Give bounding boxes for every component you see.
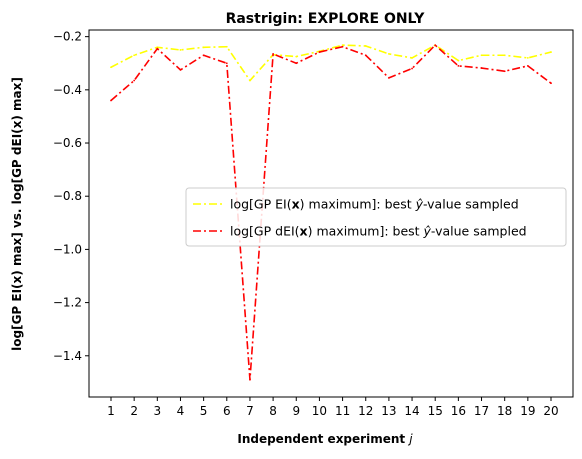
series-2-point: [249, 378, 251, 381]
series-2-point: [364, 54, 367, 57]
x-axis-label: Independent experiment j: [237, 432, 413, 446]
x-tick-label: 15: [428, 404, 443, 418]
legend: log[GP EI(x) maximum]: best ŷ-value samp…: [185, 187, 567, 247]
series-layer: [110, 44, 552, 381]
series-1-point: [202, 46, 205, 49]
series-1-point: [387, 53, 390, 55]
x-tick-label: 16: [451, 404, 466, 418]
series-2-point: [526, 65, 529, 67]
y-axis-label: log[GP EI(x) max] vs. log[GP dEI(x) max]: [10, 77, 24, 351]
y-axis-ticks: −1.4 −1.2 −1.0 −0.8 −0.6 −0.4 −0.2: [53, 30, 89, 363]
series-2-point: [387, 76, 390, 79]
y-tick-label: −1.2: [53, 296, 82, 310]
y-tick-label: −0.6: [53, 136, 82, 150]
series-2-point: [156, 47, 159, 50]
y-tick-label: −0.4: [53, 83, 82, 97]
x-tick-label: 7: [246, 404, 254, 418]
series-2-point: [272, 53, 275, 55]
series-1-point: [411, 57, 413, 59]
series-2-point: [110, 99, 112, 102]
series-2-point: [225, 62, 228, 65]
series-2-point: [434, 44, 437, 47]
series-2-point: [550, 82, 552, 85]
series-1-point: [550, 51, 552, 53]
series-1-point: [457, 59, 460, 62]
series-1-point: [225, 45, 228, 48]
legend-label-1: log[GP EI(x) maximum]: best ŷ-value samp…: [230, 197, 519, 212]
series-1-point: [156, 46, 159, 49]
y-tick-label: −0.2: [53, 30, 82, 44]
series-1-point: [526, 57, 529, 59]
series-1-point: [341, 44, 344, 47]
x-tick-label: 2: [130, 404, 138, 418]
x-tick-label: 4: [177, 404, 185, 418]
x-axis-label-var: j: [407, 432, 413, 446]
x-tick-label: 14: [404, 404, 419, 418]
series-2-point: [457, 65, 460, 67]
y-tick-label: −0.8: [53, 189, 82, 203]
series-2-point: [179, 68, 182, 71]
x-tick-label: 11: [335, 404, 350, 418]
x-tick-label: 1: [107, 404, 115, 418]
x-axis-label-main: Independent experiment: [237, 432, 409, 446]
series-1-point: [364, 45, 367, 47]
series-1-point: [480, 54, 483, 57]
series-2-point: [318, 51, 321, 53]
x-tick-label: 5: [200, 404, 208, 418]
x-tick-label: 17: [474, 404, 489, 418]
series-2-point: [503, 70, 506, 73]
series-1-point: [179, 49, 182, 51]
x-tick-label: 13: [381, 404, 396, 418]
series-2-point: [411, 67, 413, 70]
series-2-point: [341, 45, 344, 48]
x-tick-label: 18: [497, 404, 512, 418]
x-tick-label: 20: [543, 404, 558, 418]
x-tick-label: 3: [153, 404, 161, 418]
series-2-point: [133, 79, 136, 82]
x-tick-label: 9: [292, 404, 300, 418]
series-line-2: [110, 44, 552, 381]
series-1-point: [133, 54, 136, 57]
series-2-point: [295, 62, 298, 65]
series-line-1: [110, 44, 552, 82]
y-tick-label: −1.0: [53, 242, 82, 256]
series-1-point: [249, 79, 251, 82]
series-2-point: [480, 67, 483, 69]
y-tick-label: −1.4: [53, 349, 82, 363]
x-axis-ticks: 1 2 3 4 5 6 7 8 9 10 11 12 13 14 15 16 17 18 19 20: [107, 397, 559, 418]
x-tick-label: 19: [520, 404, 535, 418]
x-tick-label: 8: [269, 404, 277, 418]
series-1-point: [110, 66, 112, 69]
chart-title: Rastrigin: EXPLORE ONLY: [226, 11, 426, 27]
x-tick-label: 10: [312, 404, 327, 418]
x-tick-label: 6: [223, 404, 231, 418]
plot-frame: [88, 29, 574, 398]
series-2-point: [202, 54, 205, 57]
x-tick-label: 12: [358, 404, 373, 418]
legend-box: [185, 187, 567, 247]
legend-label-2: log[GP dEI(x) maximum]: best ŷ-value sam…: [230, 224, 527, 239]
series-1-point: [503, 54, 506, 57]
series-1-point: [295, 55, 298, 58]
